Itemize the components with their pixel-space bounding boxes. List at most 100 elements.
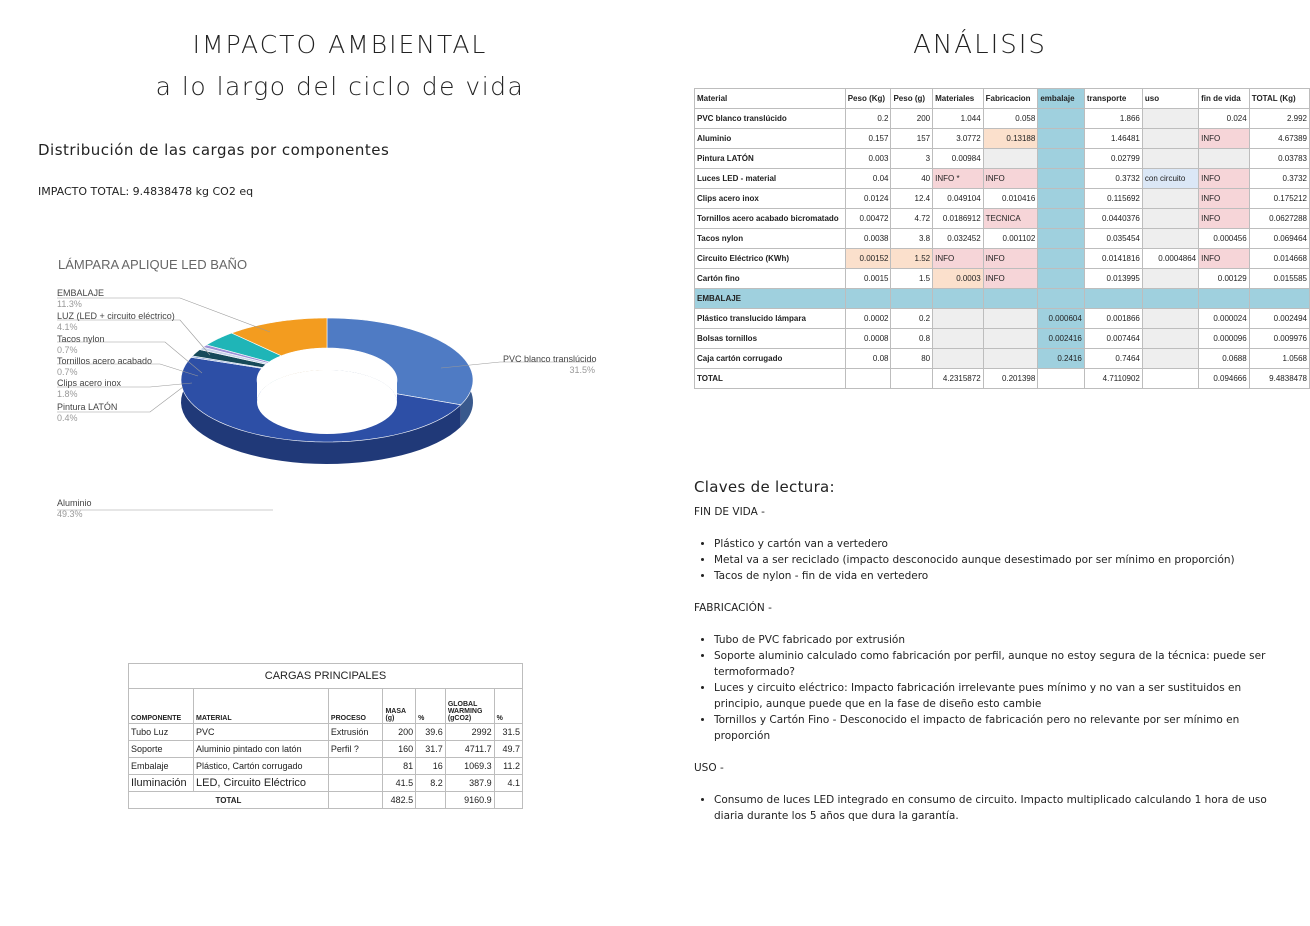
table-cell: 0.00472 [844, 208, 892, 229]
table-cell: 9.4838478 [1248, 368, 1310, 389]
pie-slice-side [181, 357, 461, 464]
table-cell: 0.04 [844, 168, 892, 189]
table-cell: INFO [1198, 168, 1250, 189]
table-cell: 0.157 [844, 128, 892, 149]
column-header: embalaje [1037, 88, 1085, 109]
table-cell: 0.2 [890, 308, 934, 329]
table-cell: 0.7464 [1083, 348, 1143, 369]
table-cell [327, 757, 384, 775]
table-cell: 0.058 [982, 108, 1039, 129]
table-cell [982, 288, 1039, 309]
claves-section-heading: FIN DE VIDA - [694, 506, 765, 518]
table-cell: 0.13188 [982, 128, 1039, 149]
table-cell: Plástico, Cartón corrugado [193, 757, 329, 775]
table-cell: 0.0015 [844, 268, 892, 289]
table-cell: 4711.7 [444, 740, 495, 758]
table-cell: 0.000456 [1198, 228, 1250, 249]
table-cell: INFO [932, 248, 984, 269]
column-header: GLOBAL WARMING (gCO2) [444, 688, 495, 724]
slice-label: Clips acero inox [57, 378, 122, 388]
table-cell: 0.000096 [1198, 328, 1250, 349]
slice-label: Pintura LATÓN [57, 402, 117, 412]
table-header-row: COMPONENTE MATERIAL PROCESO MASA (g)% GLOBAL… [128, 688, 524, 724]
table-cell: PVC blanco translúcido [694, 108, 846, 129]
slice-percent: 4.1% [57, 322, 78, 332]
analysis-table: Material Peso (Kg) Peso (g) Materiales Fabri… [694, 88, 1310, 389]
chart-title: LÁMPARA APLIQUE LED BAÑO [58, 257, 248, 272]
table-cell: Pintura LATÓN [694, 148, 846, 169]
table-row: Iluminación LED, Circuito Eléctrico 41.5 8.… [128, 774, 524, 792]
column-header: COMPONENTE [128, 688, 194, 724]
table-cell: 0.02799 [1083, 148, 1143, 169]
table-cell: 157 [890, 128, 934, 149]
table-cell: 1.5 [890, 268, 934, 289]
table-row: Tornillos acero acabado bicromatado 0.004… [694, 208, 1310, 229]
list-item: Luces y circuito eléctrico: Impacto fabr… [714, 680, 1284, 712]
list-item: Tornillos y Cartón Fino - Desconocido el… [714, 712, 1284, 744]
table-cell [932, 308, 984, 329]
table-cell: 0.0627288 [1248, 208, 1310, 229]
slice-percent: 1.8% [57, 389, 78, 399]
column-header: MASA (g) [382, 688, 417, 724]
table-cell [1141, 368, 1200, 389]
table-cell: Cartón fino [694, 268, 846, 289]
table-row: Tubo Luz PVC Extrusión 200 39.6 2992 31.5 [128, 723, 524, 741]
table-cell: 0.000024 [1198, 308, 1250, 329]
table-cell: Luces LED - material [694, 168, 846, 189]
table-cell: 4.1 [493, 774, 524, 792]
table-cell: 31.5 [493, 723, 524, 741]
table-cell [982, 148, 1039, 169]
table-cell: 0.2 [844, 108, 892, 129]
table-cell: 40 [890, 168, 934, 189]
table-cell: TOTAL [694, 368, 846, 389]
table-cell [1141, 328, 1200, 349]
table-cell: 0.0003 [932, 268, 984, 289]
page-title: IMPACTO AMBIENTAL [192, 30, 488, 59]
table-cell: Iluminación [128, 774, 194, 792]
table-row: EMBALAJE [694, 288, 1310, 309]
table-cell [327, 791, 384, 809]
table-cell [982, 328, 1039, 349]
table-cell: INFO [1198, 128, 1250, 149]
table-cell: 49.7 [493, 740, 524, 758]
column-header: Fabricacion [982, 88, 1039, 109]
analysis-title: ANÁLISIS [913, 30, 1047, 60]
table-row: Plástico translucido lámpara 0.0002 0.2 0.0… [694, 308, 1310, 329]
table-cell: 9160.9 [444, 791, 495, 809]
leader-line [57, 341, 203, 374]
table-cell: 0.0004864 [1141, 248, 1200, 269]
table-cell: Aluminio pintado con latón [193, 740, 329, 758]
table-cell: Perfil ? [327, 740, 384, 758]
claves-section-heading: USO - [694, 762, 724, 774]
table-cell [493, 791, 524, 809]
table-row: PVC blanco translúcido 0.2 200 1.044 0.058 1.… [694, 108, 1310, 129]
impacto-total-text: IMPACTO TOTAL: 9.4838478 kg CO2 eq [38, 185, 254, 198]
table-cell [1141, 188, 1200, 209]
table-cell: Extrusión [327, 723, 384, 741]
table-cell [1037, 148, 1085, 169]
table-cell [890, 288, 934, 309]
table-cell: 0.0440376 [1083, 208, 1143, 229]
column-header: Material [694, 88, 846, 109]
table-cell: 0.0141816 [1083, 248, 1143, 269]
leader-line [440, 361, 595, 369]
table-cell [1037, 288, 1085, 309]
table-cell: 0.00984 [932, 148, 984, 169]
table-row: Caja cartón corrugado 0.08 80 0.2416 0.7464 0… [694, 348, 1310, 369]
table-cell [1083, 288, 1143, 309]
table-cell [415, 791, 446, 809]
table-cell: 1.46481 [1083, 128, 1143, 149]
slice-label: LUZ (LED + circuito eléctrico) [57, 311, 175, 321]
slice-label: Tacos nylon [57, 334, 105, 344]
table-cell: 0.115692 [1083, 188, 1143, 209]
table-cell: 0.3732 [1083, 168, 1143, 189]
column-header: % [493, 688, 524, 724]
table-cell [1037, 228, 1085, 249]
table-cell: PVC [193, 723, 329, 741]
table-cell: 4.7110902 [1083, 368, 1143, 389]
table-cell: Aluminio [694, 128, 846, 149]
slice-label: EMBALAJE [57, 288, 104, 298]
column-header: TOTAL (Kg) [1248, 88, 1310, 109]
claves-de-lectura: Claves de lectura: FIN DE VIDA - Plástico… [694, 478, 1284, 842]
